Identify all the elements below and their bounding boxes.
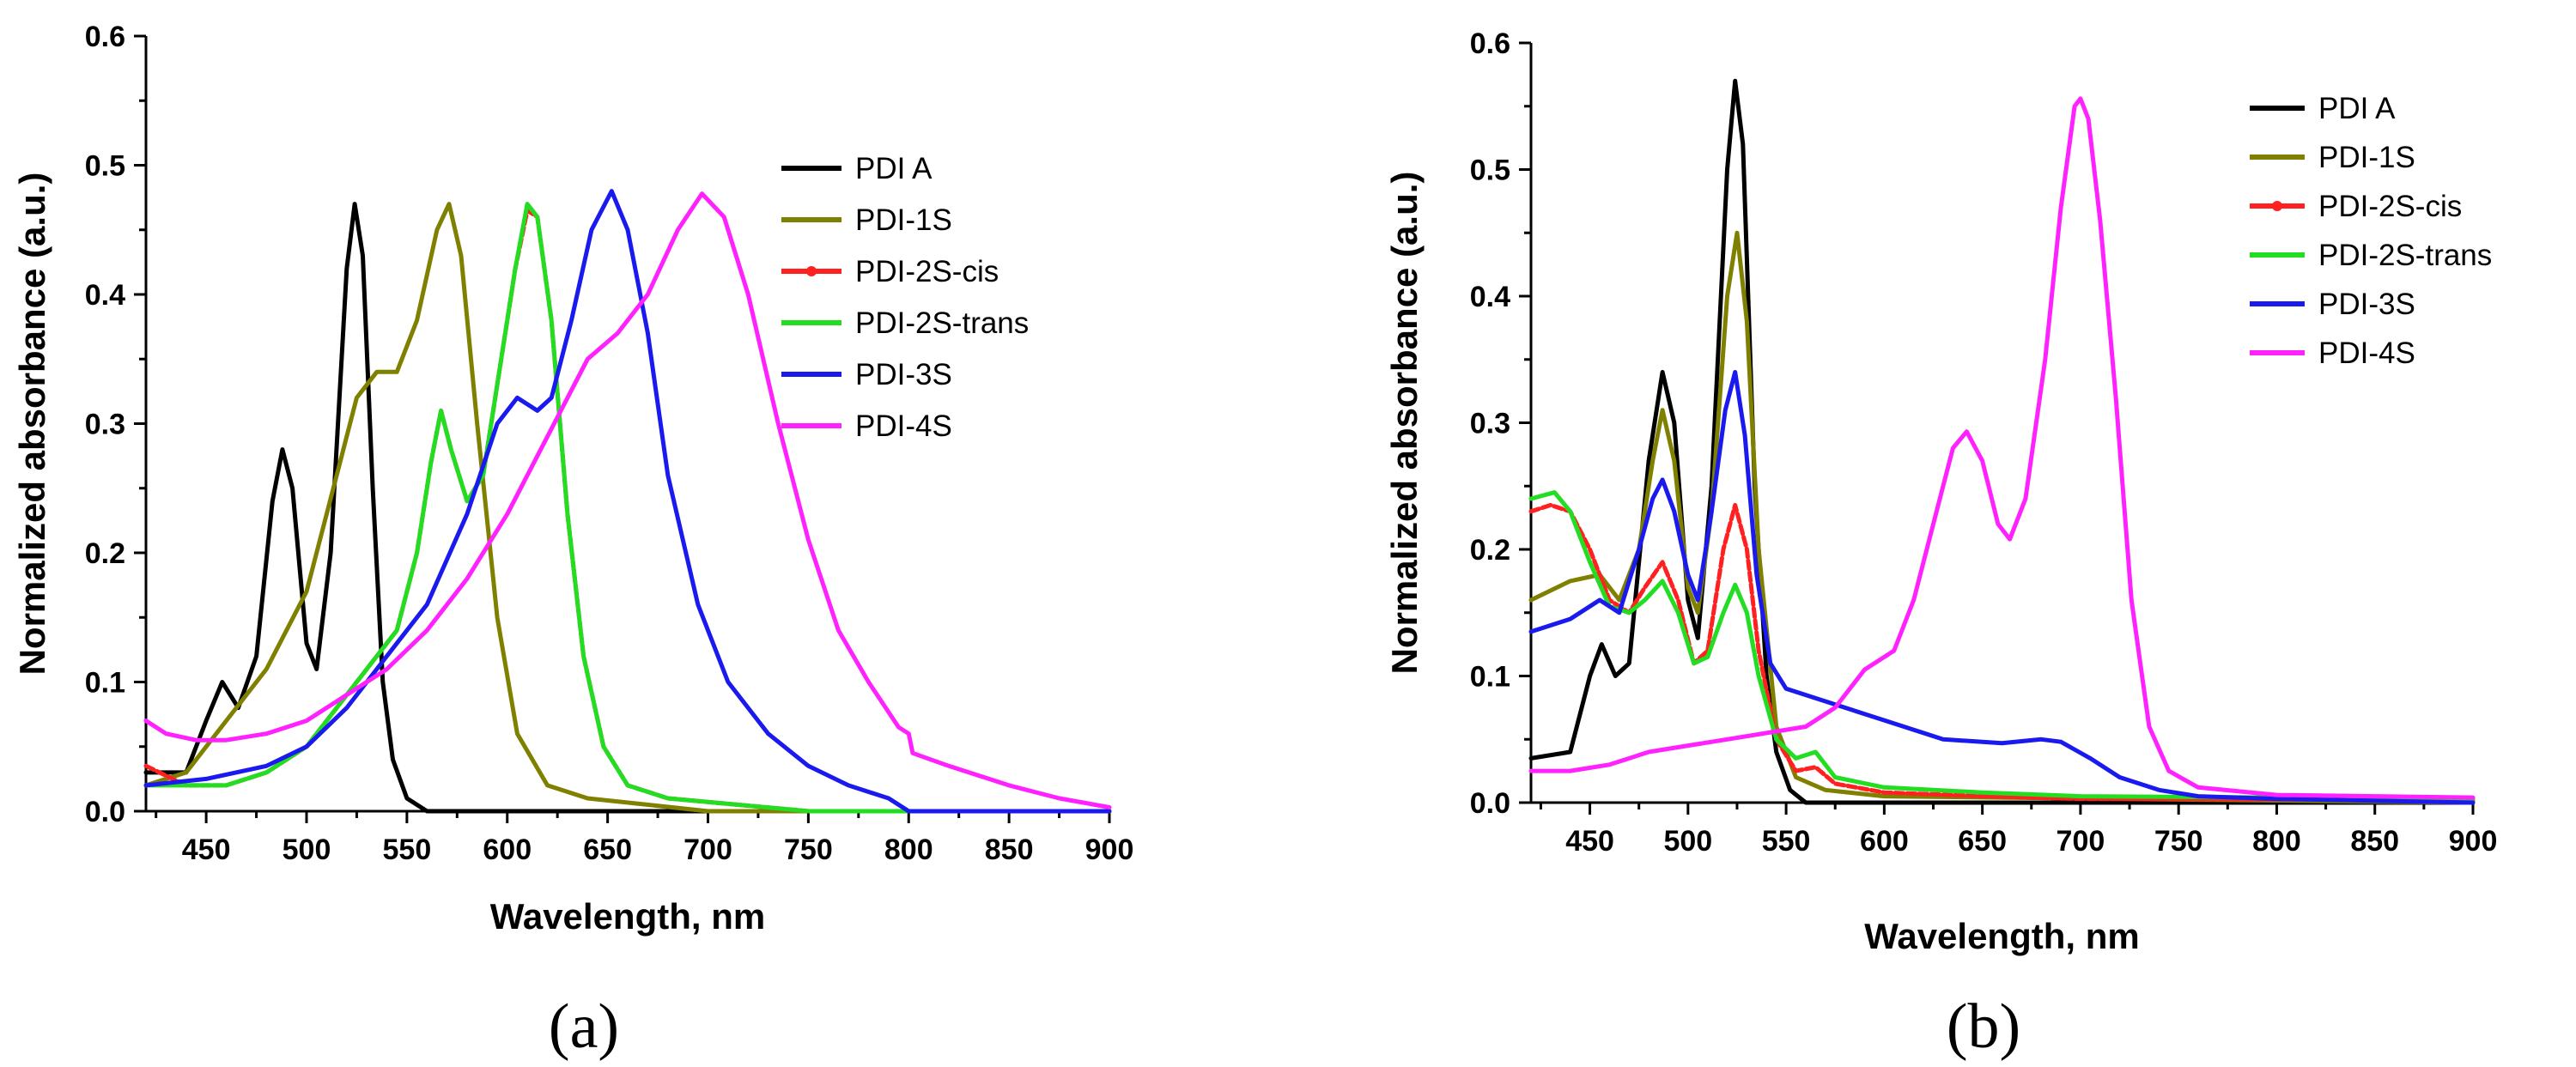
chart-a-legend-label: PDI A — [855, 152, 933, 185]
chart-a-x-tick-label: 900 — [1085, 834, 1134, 866]
chart-b-y-tick-label: 0.4 — [1470, 281, 1510, 313]
chart-b-legend-label: PDI A — [2318, 92, 2396, 125]
chart-b: 450 500 550 600 650 700 750 800 850 900 0.0 0.1 0.2 0… — [1384, 27, 2497, 1062]
chart-a-x-tick-label: 650 — [583, 834, 632, 866]
chart-b-x-tick-label: 600 — [1860, 825, 1909, 858]
chart-a-legend-marker — [806, 266, 817, 276]
chart-b-y-tick-label: 0.5 — [1470, 155, 1510, 187]
chart-a-legend-label: PDI-4S — [855, 409, 952, 443]
chart-b-x-axis-title: Wavelength, nm — [1864, 916, 2139, 956]
chart-a-y-tick-label: 0.4 — [85, 279, 125, 312]
chart-a-y-tick-label: 0.0 — [85, 796, 125, 828]
chart-a-x-axis-title: Wavelength, nm — [490, 896, 765, 937]
chart-b-y-tick-label: 0.6 — [1470, 27, 1510, 60]
chart-b-panel-label: (b) — [1947, 991, 2020, 1062]
chart-a: 450 500 550 600 650 700 750 800 850 900 0.0 0.1 0.2 0… — [12, 21, 1133, 1062]
chart-b-x-tick-label: 800 — [2252, 825, 2301, 858]
chart-b-legend-label: PDI-2S-trans — [2318, 239, 2492, 272]
chart-b-series-pdi-2s-cis — [1528, 502, 2476, 803]
chart-a-x-tick-label: 800 — [884, 834, 933, 866]
chart-a-series-pdi-3s — [143, 189, 1112, 814]
chart-a-series-pdi-2s-trans — [143, 202, 1112, 814]
chart-a-x-tick-label: 600 — [483, 834, 532, 866]
chart-a-x-tick-label: 750 — [784, 834, 833, 866]
chart-a-legend-label: PDI-3S — [855, 358, 952, 391]
chart-a-x-tick-label: 500 — [283, 834, 331, 866]
chart-a-legend-label: PDI-2S-trans — [855, 306, 1029, 340]
chart-a-x-tick-label: 700 — [683, 834, 732, 866]
chart-b-series-pdi-3s — [1528, 370, 2476, 805]
chart-b-x-tick-label: 500 — [1663, 825, 1712, 858]
chart-b-series-pdi-4s — [1528, 96, 2476, 800]
chart-b-x-tick-label: 450 — [1565, 825, 1614, 858]
chart-b-x-tick-label: 850 — [2350, 825, 2399, 858]
chart-b-legend-label: PDI-2S-cis — [2318, 190, 2462, 223]
chart-b-x-tick-label: 650 — [1958, 825, 2007, 858]
chart-a-y-tick-label: 0.2 — [85, 537, 125, 570]
chart-a-y-axis-title: Normalized absorbance (a.u.) — [12, 173, 52, 676]
chart-a-legend: PDI A PDI-1S PDI-2S-cis PDI-2S-trans PDI-3S P… — [781, 152, 1029, 443]
chart-a-legend-label: PDI-1S — [855, 203, 952, 237]
chart-a-panel-label: (a) — [549, 991, 619, 1062]
chart-a-series-pdi-4s — [143, 191, 1112, 809]
chart-b-series-pdi-2s-trans — [1528, 490, 2476, 802]
chart-b-y-tick-label: 0.2 — [1470, 534, 1510, 567]
chart-a-y-tick-label: 0.6 — [85, 21, 125, 53]
chart-b-legend-label: PDI-1S — [2318, 141, 2415, 174]
chart-b-legend-label: PDI-3S — [2318, 288, 2415, 321]
chart-b-y-tick-label: 0.1 — [1470, 661, 1510, 694]
chart-a-y-tick-label: 0.1 — [85, 667, 125, 700]
chart-b-legend-marker — [2272, 201, 2282, 211]
chart-a-y-tick-label: 0.3 — [85, 409, 125, 441]
chart-b-legend: PDI A PDI-1S PDI-2S-cis PDI-2S-trans PDI-3S P… — [2250, 92, 2492, 370]
chart-a-series-pdi-1s — [143, 202, 1112, 814]
chart-a-x-tick-label: 550 — [383, 834, 432, 866]
chart-b-legend-label: PDI-4S — [2318, 336, 2415, 370]
chart-b-y-tick-label: 0.3 — [1470, 408, 1510, 440]
chart-b-x-tick-label: 900 — [2449, 825, 2498, 858]
chart-a-legend-label: PDI-2S-cis — [855, 255, 999, 288]
chart-b-x-tick-label: 750 — [2154, 825, 2203, 858]
chart-a-series-pdi-2s-cis — [143, 208, 1112, 814]
chart-a-x-tick-label: 850 — [985, 834, 1034, 866]
chart-b-x-tick-label: 550 — [1762, 825, 1811, 858]
chart-a-x-tick-label: 450 — [182, 834, 231, 866]
chart-b-y-axis-title: Normalized absorbance (a.u.) — [1384, 172, 1425, 675]
chart-b-y-tick-label: 0.0 — [1470, 787, 1510, 820]
chart-a-y-tick-label: 0.5 — [85, 150, 125, 183]
chart-b-x-tick-label: 700 — [2057, 825, 2105, 858]
chart-a-series-pdi-a — [143, 202, 1112, 814]
